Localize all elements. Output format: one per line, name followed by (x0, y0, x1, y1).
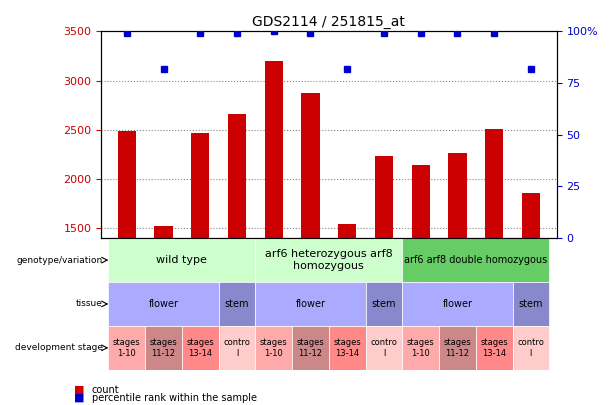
Text: contro
l: contro l (517, 338, 544, 358)
FancyBboxPatch shape (109, 326, 145, 370)
FancyBboxPatch shape (476, 326, 512, 370)
FancyBboxPatch shape (439, 326, 476, 370)
FancyBboxPatch shape (256, 238, 402, 282)
Title: GDS2114 / 251815_at: GDS2114 / 251815_at (253, 15, 405, 29)
Text: stages
1-10: stages 1-10 (113, 338, 140, 358)
FancyBboxPatch shape (402, 282, 512, 326)
Text: count: count (92, 385, 120, 395)
Bar (522, 193, 540, 238)
Text: stages
1-10: stages 1-10 (407, 338, 435, 358)
Text: arf6 arf8 double homozygous: arf6 arf8 double homozygous (404, 255, 547, 265)
FancyBboxPatch shape (109, 282, 219, 326)
Text: stem: stem (371, 299, 396, 309)
Bar (375, 156, 393, 238)
Bar (448, 153, 466, 238)
FancyBboxPatch shape (512, 282, 549, 326)
Text: contro
l: contro l (370, 338, 397, 358)
Bar (302, 94, 320, 238)
Text: ■: ■ (74, 385, 84, 395)
Bar (118, 131, 136, 238)
Text: development stage: development stage (15, 343, 103, 352)
Text: wild type: wild type (156, 255, 207, 265)
FancyBboxPatch shape (145, 326, 182, 370)
Text: ■: ■ (74, 393, 84, 403)
Text: flower: flower (295, 299, 326, 309)
Bar (411, 165, 430, 238)
Text: contro
l: contro l (224, 338, 251, 358)
Text: flower: flower (443, 299, 473, 309)
Text: stages
1-10: stages 1-10 (260, 338, 287, 358)
FancyBboxPatch shape (109, 238, 256, 282)
Text: stem: stem (519, 299, 543, 309)
FancyBboxPatch shape (256, 282, 365, 326)
FancyBboxPatch shape (182, 326, 219, 370)
FancyBboxPatch shape (292, 326, 329, 370)
Text: tissue: tissue (76, 299, 103, 309)
FancyBboxPatch shape (365, 326, 402, 370)
Text: stages
13-14: stages 13-14 (333, 338, 361, 358)
Text: genotype/variation: genotype/variation (17, 256, 103, 264)
FancyBboxPatch shape (219, 326, 256, 370)
Text: stages
13-14: stages 13-14 (481, 338, 508, 358)
Text: stages
11-12: stages 11-12 (150, 338, 177, 358)
FancyBboxPatch shape (402, 238, 549, 282)
Text: arf6 heterozygous arf8
homozygous: arf6 heterozygous arf8 homozygous (265, 249, 393, 271)
Bar (265, 61, 283, 238)
FancyBboxPatch shape (402, 326, 439, 370)
Bar (485, 129, 503, 238)
Text: flower: flower (148, 299, 178, 309)
Bar (228, 114, 246, 238)
Text: stages
11-12: stages 11-12 (297, 338, 324, 358)
FancyBboxPatch shape (329, 326, 365, 370)
Bar (338, 224, 356, 238)
FancyBboxPatch shape (512, 326, 549, 370)
FancyBboxPatch shape (256, 326, 292, 370)
FancyBboxPatch shape (219, 282, 256, 326)
Bar (154, 226, 173, 238)
Text: percentile rank within the sample: percentile rank within the sample (92, 393, 257, 403)
Text: stem: stem (225, 299, 249, 309)
Text: stages
11-12: stages 11-12 (444, 338, 471, 358)
FancyBboxPatch shape (365, 282, 402, 326)
Text: stages
13-14: stages 13-14 (186, 338, 214, 358)
Bar (191, 133, 210, 238)
